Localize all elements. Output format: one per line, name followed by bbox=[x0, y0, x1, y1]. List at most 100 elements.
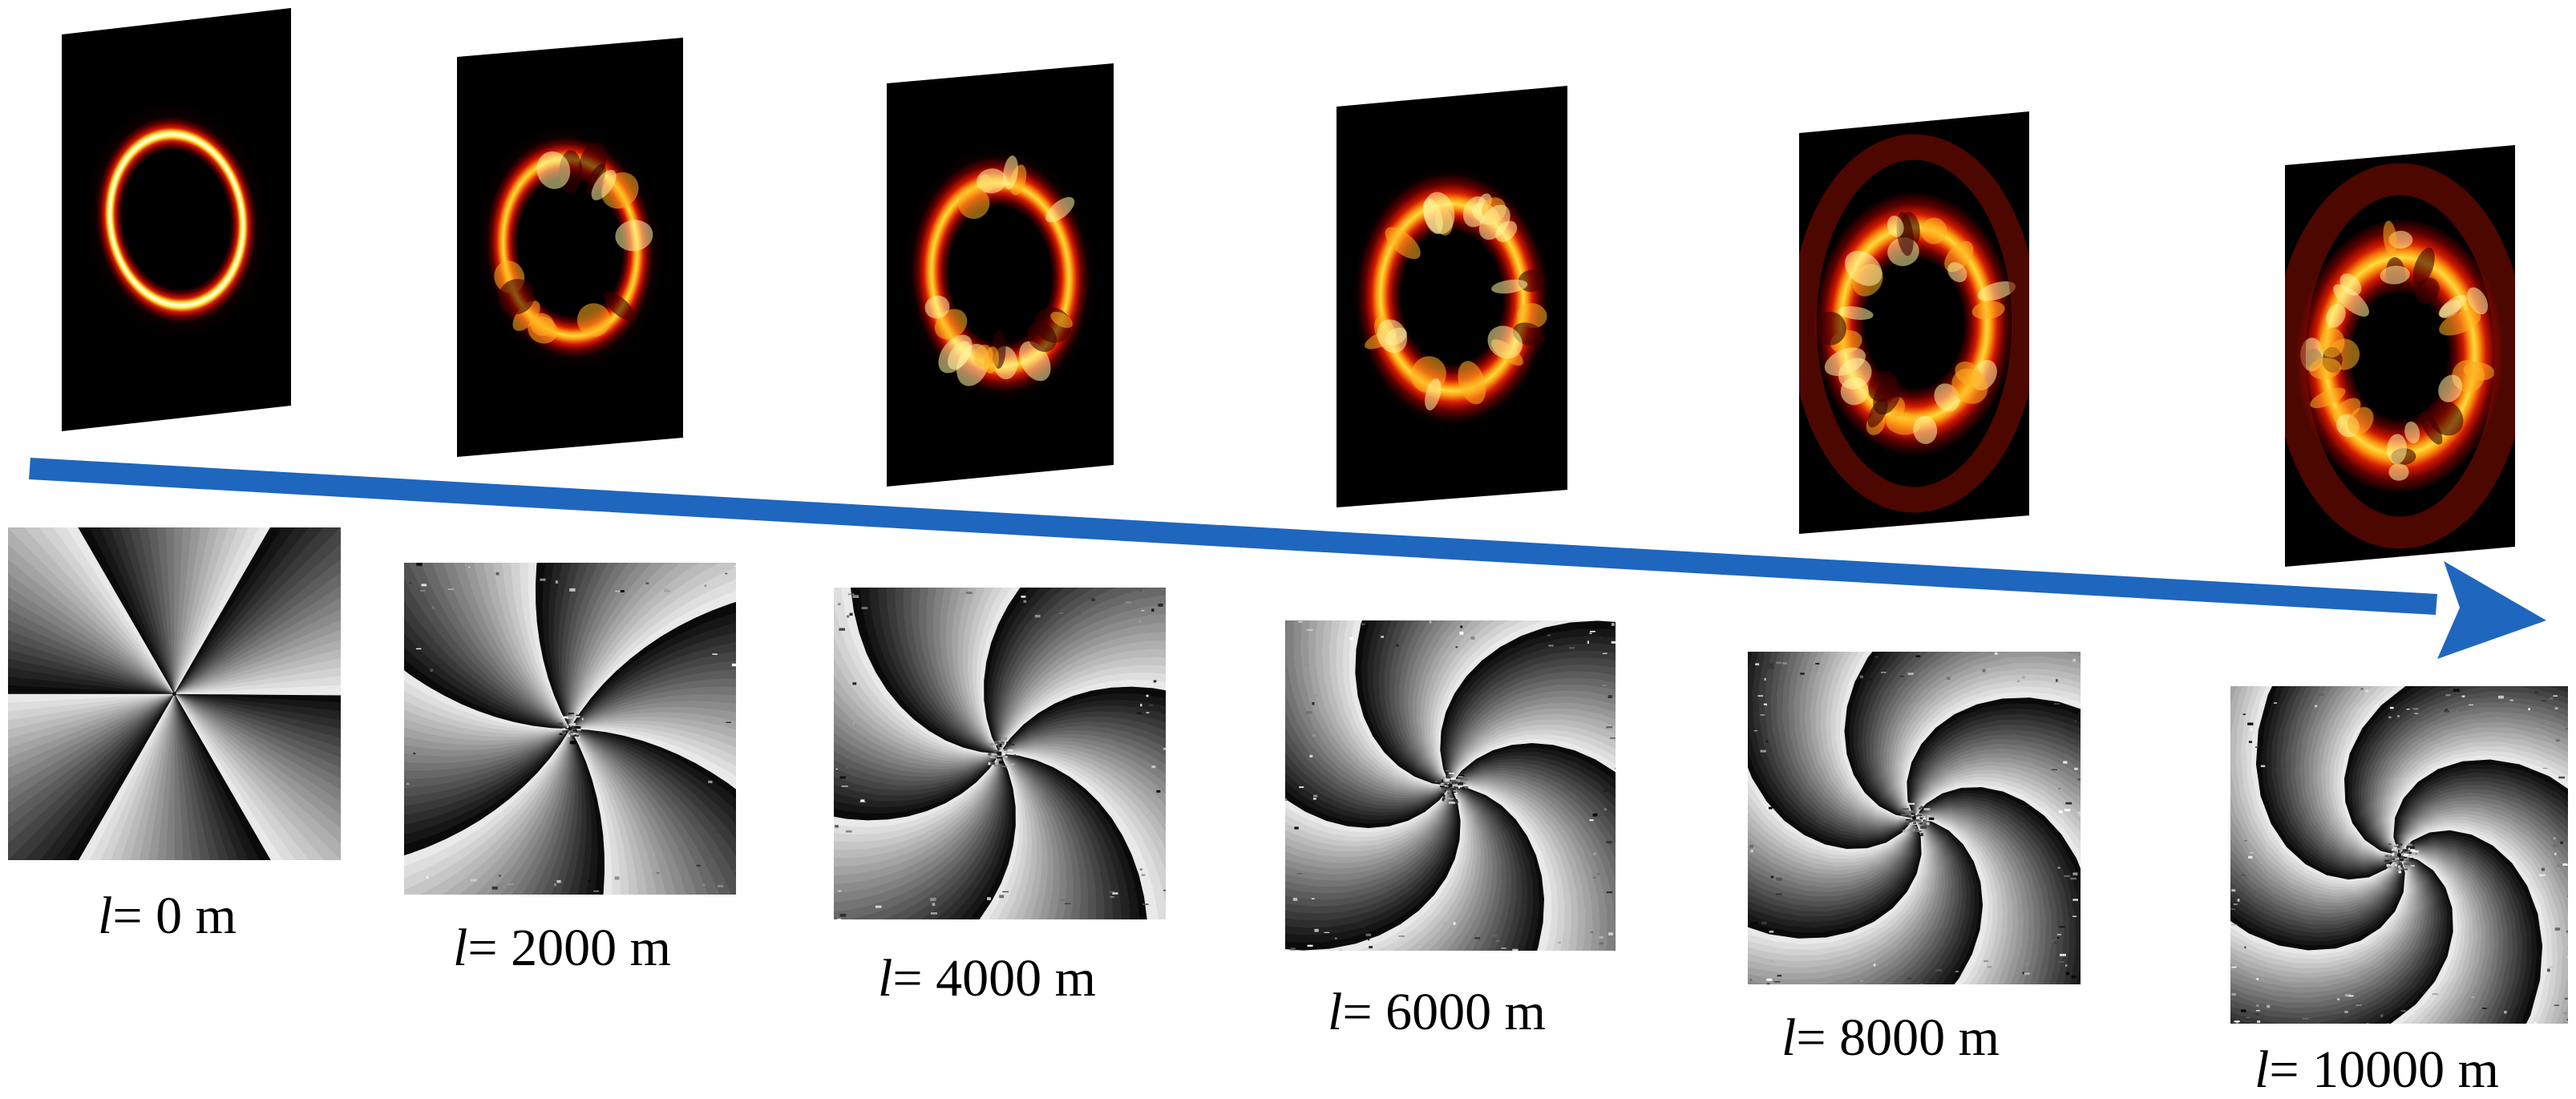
phase-noise bbox=[989, 762, 996, 766]
phase-noise bbox=[2302, 1018, 2309, 1020]
phase-noise bbox=[1125, 601, 1132, 604]
phase-noise bbox=[2394, 852, 2399, 856]
speckle bbox=[1887, 216, 1904, 237]
phase-noise bbox=[1446, 788, 1452, 791]
phase-noise bbox=[2024, 962, 2029, 966]
phase-noise bbox=[1339, 948, 1343, 951]
phase-noise bbox=[1151, 766, 1156, 769]
phase-noise bbox=[990, 742, 993, 745]
phase-noise bbox=[569, 741, 576, 745]
phase-noise bbox=[712, 653, 718, 655]
phase-noise bbox=[2077, 811, 2081, 814]
phase-noise bbox=[1919, 817, 1924, 819]
phase-noise bbox=[2059, 926, 2065, 928]
phase-noise bbox=[1285, 798, 1288, 802]
phase-noise bbox=[2394, 844, 2399, 846]
phase-noise bbox=[2392, 841, 2395, 843]
phase-noise bbox=[1455, 778, 1461, 782]
phase-noise bbox=[839, 628, 845, 631]
phase-noise bbox=[999, 895, 1005, 899]
phase-noise bbox=[2389, 855, 2392, 858]
phase-noise bbox=[1769, 663, 1773, 667]
phase-noise bbox=[1439, 785, 1445, 787]
distance-variable: l bbox=[98, 887, 113, 945]
phase-noise bbox=[2547, 968, 2550, 972]
phase-noise bbox=[1312, 798, 1316, 800]
singularity bbox=[1448, 783, 1453, 788]
phase-noise bbox=[1928, 817, 1935, 820]
equals-sign: = bbox=[2269, 1040, 2299, 1099]
speckle bbox=[977, 168, 1007, 194]
phase-noise bbox=[2348, 995, 2354, 997]
phase-noise bbox=[1368, 937, 1370, 941]
phase-noise bbox=[1920, 806, 1923, 809]
phase-noise bbox=[1146, 694, 1149, 697]
phase-noise bbox=[993, 750, 999, 753]
phase-noise bbox=[2567, 956, 2568, 960]
phase-noise bbox=[1753, 729, 1758, 732]
phase-noise bbox=[994, 741, 997, 743]
phase-noise bbox=[2230, 924, 2237, 926]
phase-noise bbox=[1905, 822, 1910, 825]
phase-noise bbox=[1306, 629, 1313, 631]
phase-panel bbox=[834, 588, 1166, 919]
phase-noise bbox=[1398, 935, 1405, 937]
phase-noise bbox=[2537, 693, 2543, 696]
phase-noise bbox=[2242, 713, 2246, 716]
distance-value: 2000 m bbox=[511, 919, 671, 977]
phase-noise bbox=[2399, 854, 2404, 856]
phase-noise bbox=[2073, 915, 2077, 917]
phase-noise bbox=[1519, 929, 1522, 931]
phase-noise bbox=[1569, 647, 1575, 649]
phase-noise bbox=[1947, 677, 1951, 681]
phase-noise bbox=[1907, 977, 1913, 980]
phase-noise bbox=[2399, 859, 2404, 862]
phase-noise bbox=[1752, 924, 1758, 926]
phase-noise bbox=[2538, 874, 2546, 876]
phase-noise bbox=[1470, 636, 1475, 640]
phase-noise bbox=[2399, 857, 2401, 859]
phase-noise bbox=[2395, 859, 2400, 862]
phase-noise bbox=[1442, 776, 1445, 779]
phase-noise bbox=[1753, 922, 1758, 924]
phase-noise bbox=[1922, 818, 1927, 819]
phase-noise bbox=[1109, 891, 1115, 893]
phase-noise bbox=[2249, 741, 2252, 743]
phase-noise bbox=[2021, 676, 2025, 679]
phase-noise bbox=[2396, 869, 2401, 871]
phase-noise bbox=[1776, 661, 1781, 665]
phase-noise bbox=[568, 713, 575, 714]
phase-noise bbox=[1441, 779, 1443, 783]
phase-noise bbox=[2056, 679, 2058, 682]
phase-noise bbox=[1881, 672, 1887, 673]
phase-noise bbox=[556, 879, 561, 883]
phase-noise bbox=[1458, 786, 1461, 789]
phase-panel bbox=[8, 527, 341, 860]
phase-noise bbox=[1462, 786, 1468, 788]
distance-value: 4000 m bbox=[936, 949, 1096, 1008]
phase-noise bbox=[2073, 899, 2078, 901]
phase-noise bbox=[960, 593, 964, 596]
phase-noise bbox=[696, 864, 701, 867]
phase-noise bbox=[1765, 740, 1769, 743]
phase-noise bbox=[1451, 781, 1458, 784]
phase-noise bbox=[1324, 931, 1330, 933]
phase-noise bbox=[567, 734, 571, 737]
phase-noise bbox=[703, 883, 705, 886]
phase-noise bbox=[1064, 903, 1071, 904]
phase-noise bbox=[1314, 928, 1319, 932]
phase-noise bbox=[2509, 699, 2513, 701]
phase-noise bbox=[1465, 787, 1469, 789]
phase-noise bbox=[2389, 706, 2394, 709]
phase-noise bbox=[1299, 786, 1304, 788]
phase-noise bbox=[1307, 944, 1313, 947]
phase-noise bbox=[431, 606, 435, 609]
phase-noise bbox=[1005, 756, 1008, 758]
speckle bbox=[2326, 303, 2346, 328]
phase-noise bbox=[2542, 767, 2548, 769]
phase-noise bbox=[713, 830, 718, 833]
speckle bbox=[2467, 287, 2489, 315]
phase-noise bbox=[1919, 822, 1923, 825]
phase-noise bbox=[1777, 975, 1782, 977]
speckle bbox=[2383, 220, 2397, 256]
